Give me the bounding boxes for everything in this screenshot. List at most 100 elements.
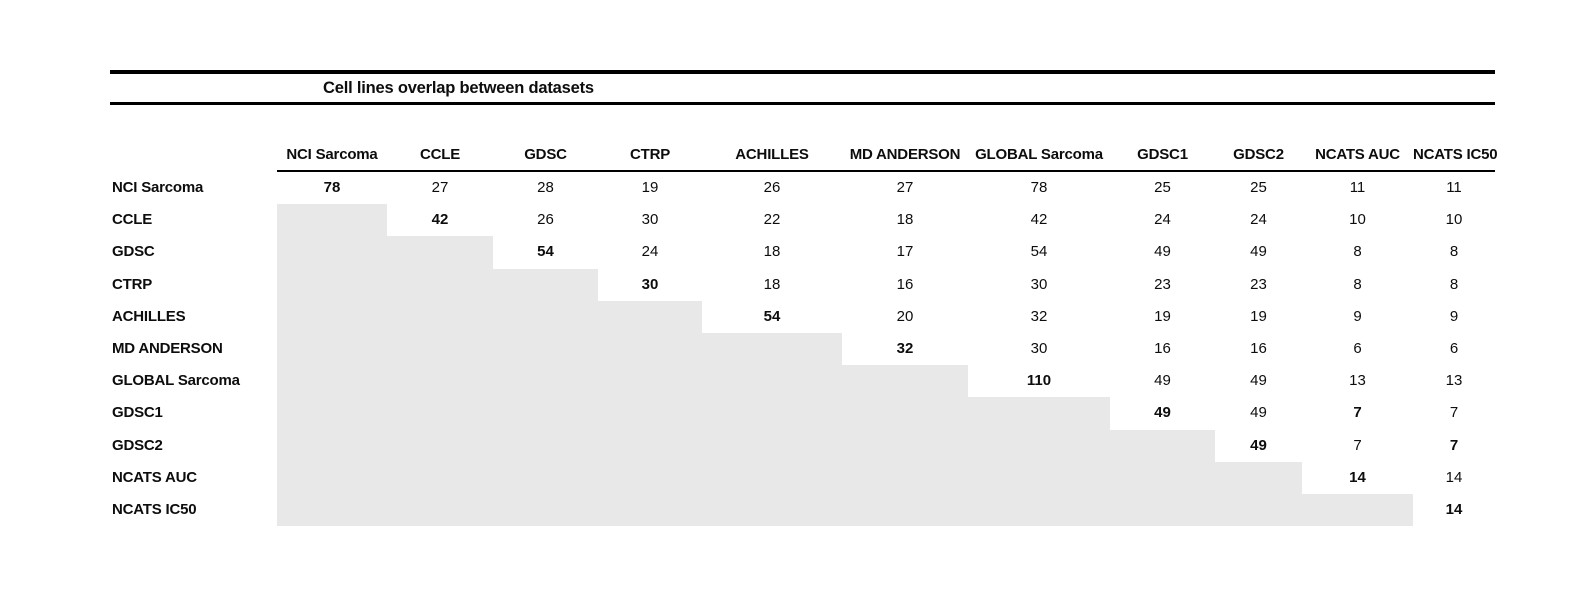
column-header: GDSC bbox=[493, 142, 598, 172]
data-cell: 8 bbox=[1449, 243, 1459, 261]
empty-shaded-cell bbox=[702, 429, 842, 462]
empty-shaded-cell bbox=[277, 236, 387, 269]
data-cell: 23 bbox=[1154, 275, 1171, 293]
data-cell: 49 bbox=[1250, 243, 1267, 261]
data-cell: 13 bbox=[1445, 372, 1463, 390]
empty-shaded-cell bbox=[387, 236, 493, 269]
row-label: MD ANDERSON bbox=[112, 339, 223, 357]
empty-shaded-cell bbox=[277, 300, 387, 333]
column-header: GDSC1 bbox=[1110, 142, 1215, 172]
data-cell: 27 bbox=[896, 179, 914, 196]
empty-shaded-cell bbox=[277, 461, 387, 494]
data-cell: 54 bbox=[1030, 243, 1048, 261]
data-cell: 49 bbox=[1154, 243, 1171, 261]
row-label: GDSC bbox=[112, 243, 155, 261]
empty-shaded-cell bbox=[493, 332, 598, 366]
empty-shaded-cell bbox=[277, 204, 387, 237]
empty-shaded-cell bbox=[598, 429, 702, 462]
data-cell: 19 bbox=[1250, 307, 1267, 325]
empty-shaded-cell bbox=[968, 493, 1110, 527]
overlap-matrix-table: NCI Sarcoma CCLE GDSC CTRP ACHILLES MD ANDERS… bbox=[110, 142, 1498, 527]
title-rule-top bbox=[110, 70, 1495, 74]
empty-shaded-cell bbox=[702, 493, 842, 527]
data-cell: 19 bbox=[641, 179, 659, 196]
empty-shaded-cell bbox=[277, 332, 387, 366]
data-cell: 54 bbox=[537, 243, 554, 261]
data-cell: 20 bbox=[896, 307, 914, 325]
empty-shaded-cell bbox=[387, 397, 493, 430]
empty-shaded-cell bbox=[702, 397, 842, 430]
column-header: NCATS IC50 bbox=[1413, 142, 1498, 172]
empty-shaded-cell bbox=[493, 365, 598, 398]
empty-shaded-cell bbox=[493, 300, 598, 333]
data-cell: 18 bbox=[763, 243, 781, 261]
empty-shaded-cell bbox=[842, 429, 968, 462]
data-cell: 32 bbox=[1030, 307, 1048, 325]
empty-shaded-cell bbox=[493, 429, 598, 462]
empty-shaded-cell bbox=[598, 397, 702, 430]
row-label: CTRP bbox=[112, 275, 153, 293]
data-cell: 78 bbox=[323, 179, 341, 196]
data-cell: 11 bbox=[1446, 179, 1462, 196]
empty-shaded-cell bbox=[493, 493, 598, 527]
column-header: GLOBAL Sarcoma bbox=[968, 142, 1110, 172]
empty-shaded-cell bbox=[598, 332, 702, 366]
empty-shaded-cell bbox=[493, 461, 598, 494]
empty-shaded-cell bbox=[387, 365, 493, 398]
data-cell: 7 bbox=[1353, 436, 1362, 454]
empty-shaded-cell bbox=[1215, 493, 1302, 527]
data-cell: 13 bbox=[1349, 372, 1366, 390]
data-cell: 30 bbox=[641, 275, 659, 293]
data-cell: 28 bbox=[537, 179, 554, 196]
data-cell: 9 bbox=[1353, 307, 1362, 325]
empty-shaded-cell bbox=[702, 332, 842, 366]
data-cell: 17 bbox=[896, 243, 914, 261]
data-cell: 24 bbox=[1250, 211, 1267, 229]
data-cell: 16 bbox=[896, 275, 914, 293]
empty-shaded-cell bbox=[277, 397, 387, 430]
data-cell: 25 bbox=[1250, 179, 1267, 196]
data-cell: 6 bbox=[1353, 339, 1362, 357]
data-cell: 110 bbox=[1026, 372, 1052, 390]
empty-shaded-cell bbox=[842, 493, 968, 527]
empty-shaded-cell bbox=[277, 429, 387, 462]
data-cell: 78 bbox=[1030, 179, 1048, 196]
empty-shaded-cell bbox=[1110, 429, 1215, 462]
data-cell: 10 bbox=[1349, 211, 1366, 229]
column-header: MD ANDERSON bbox=[842, 142, 968, 172]
data-cell: 7 bbox=[1449, 404, 1459, 422]
empty-shaded-cell bbox=[968, 397, 1110, 430]
column-header: NCATS AUC bbox=[1302, 142, 1413, 172]
data-cell: 54 bbox=[763, 307, 781, 325]
empty-shaded-cell bbox=[1215, 461, 1302, 494]
empty-shaded-cell bbox=[968, 461, 1110, 494]
empty-shaded-cell bbox=[493, 268, 598, 301]
column-header: NCI Sarcoma bbox=[277, 142, 387, 172]
data-cell: 49 bbox=[1250, 372, 1267, 390]
data-cell: 49 bbox=[1154, 372, 1171, 390]
empty-shaded-cell bbox=[842, 397, 968, 430]
empty-shaded-cell bbox=[387, 268, 493, 301]
column-header: ACHILLES bbox=[702, 142, 842, 172]
row-label: NCATS AUC bbox=[112, 468, 197, 486]
data-cell: 18 bbox=[896, 211, 914, 229]
data-cell: 49 bbox=[1154, 404, 1171, 422]
data-cell: 9 bbox=[1449, 307, 1459, 325]
empty-shaded-cell bbox=[702, 365, 842, 398]
table-title: Cell lines overlap between datasets bbox=[323, 79, 594, 97]
data-cell: 32 bbox=[896, 339, 914, 357]
row-label: GDSC2 bbox=[112, 436, 163, 454]
data-cell: 30 bbox=[1030, 275, 1048, 293]
empty-shaded-cell bbox=[387, 493, 493, 527]
empty-shaded-cell bbox=[598, 461, 702, 494]
data-cell: 7 bbox=[1353, 404, 1362, 422]
data-cell: 26 bbox=[763, 179, 781, 196]
column-header: CTRP bbox=[598, 142, 702, 172]
data-cell: 11 bbox=[1349, 179, 1366, 196]
data-cell: 30 bbox=[641, 211, 659, 229]
data-cell: 16 bbox=[1154, 339, 1171, 357]
empty-shaded-cell bbox=[598, 300, 702, 333]
data-cell: 49 bbox=[1250, 404, 1267, 422]
empty-shaded-cell bbox=[387, 429, 493, 462]
column-header: CCLE bbox=[387, 142, 493, 172]
